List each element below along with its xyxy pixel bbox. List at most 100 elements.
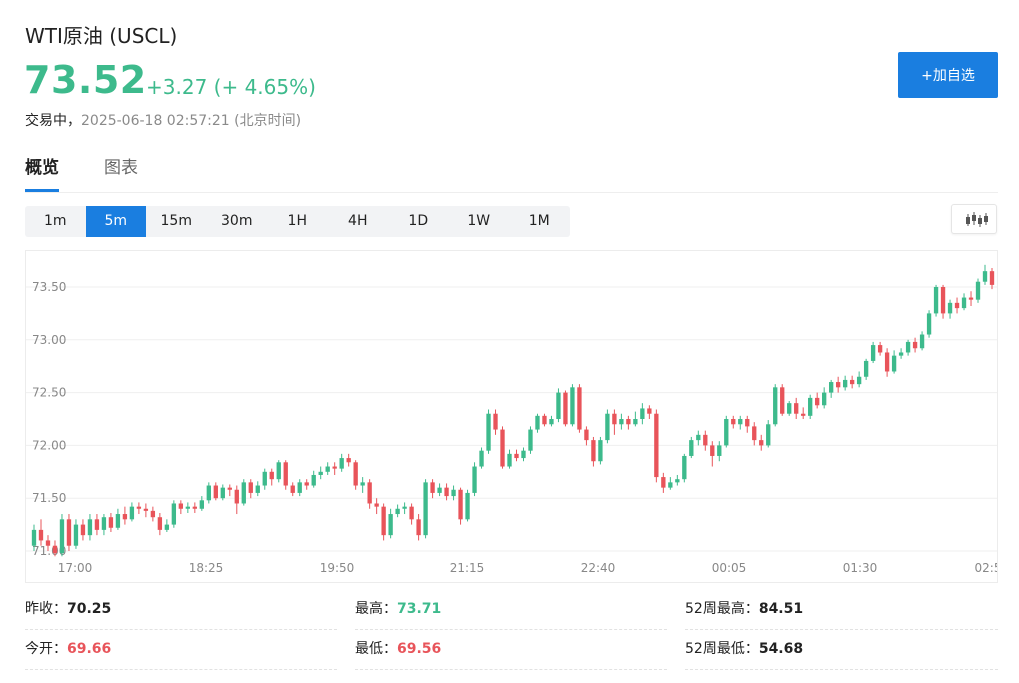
tab-chart[interactable]: 图表 [104, 158, 138, 178]
candle [402, 502, 407, 515]
stat-item: 昨收：70.25 [25, 590, 337, 630]
add-to-watchlist-button[interactable]: +加自选 [898, 52, 998, 98]
candle [898, 348, 904, 359]
candle [633, 411, 638, 427]
stat-label: 最低： [355, 641, 397, 657]
candle [283, 460, 288, 490]
interval-15m[interactable]: 15m [160, 213, 192, 229]
candle [905, 339, 911, 356]
candle [325, 462, 330, 475]
candle [122, 506, 128, 525]
candle [444, 483, 449, 501]
price-chart[interactable]: 73.50 73.00 72.50 72.00 71.50 71.00 17:00 18:25… [25, 250, 998, 583]
candle [884, 348, 890, 377]
stat-value: 54.68 [758, 641, 804, 657]
stat-label: 最高： [355, 601, 397, 617]
candle [842, 375, 848, 391]
candle [374, 498, 379, 515]
candle [52, 540, 58, 557]
candle [808, 394, 813, 419]
stat-value: 70.25 [67, 601, 112, 617]
candle [500, 426, 505, 469]
candle [171, 500, 177, 528]
y-tick-label: 71.50 [32, 491, 66, 505]
candle [339, 453, 344, 472]
candle [150, 506, 156, 522]
candle [143, 503, 149, 518]
interval-30m[interactable]: 30m [221, 213, 253, 229]
candle [416, 514, 421, 541]
interval-5m[interactable]: 5m [85, 206, 146, 237]
candle [192, 502, 197, 513]
interval-1w[interactable]: 1W [467, 213, 491, 229]
candle [269, 468, 274, 486]
candle [129, 502, 135, 522]
candle [787, 401, 792, 416]
candle [346, 453, 351, 467]
candle [724, 415, 729, 448]
candle [388, 508, 393, 539]
candle [961, 293, 967, 311]
candle [682, 453, 687, 483]
stat-label: 今开： [25, 641, 67, 657]
candle [458, 487, 463, 525]
candle [297, 479, 302, 497]
candle [591, 436, 596, 467]
candle [975, 278, 981, 303]
candle [829, 379, 834, 398]
tab-overview[interactable]: 概览 [25, 155, 59, 192]
stat-item: 最低：69.56 [355, 630, 667, 670]
candlestick-icon [966, 212, 988, 227]
candle [794, 397, 799, 419]
x-tick-label: 02:5 [975, 561, 997, 575]
interval-1m[interactable]: 1m [43, 213, 67, 229]
candle [220, 484, 225, 501]
y-tick-label: 72.50 [32, 386, 66, 400]
chart-type-button[interactable] [951, 204, 997, 234]
candle [877, 341, 883, 356]
candle [507, 449, 512, 469]
candle [430, 479, 435, 499]
price-change: +3.27 (+ 4.65%) [146, 75, 316, 99]
candle [822, 387, 827, 409]
candle [563, 390, 568, 427]
candle [213, 482, 218, 501]
interval-selector: 1m 5m 15m 30m 1H 4H 1D 1W 1M [25, 206, 570, 237]
candle [759, 434, 764, 451]
candle [255, 481, 260, 497]
stat-label: 52周最高： [685, 601, 759, 617]
candle [647, 405, 652, 419]
y-tick-label: 72.00 [32, 438, 66, 452]
candle [332, 462, 337, 475]
stat-value: 84.51 [758, 601, 804, 617]
candle [157, 512, 163, 536]
candle [752, 422, 757, 446]
candle [276, 460, 281, 483]
interval-1h[interactable]: 1H [287, 213, 307, 229]
candle [395, 504, 400, 518]
candle [437, 483, 442, 497]
y-tick-label: 73.00 [32, 333, 66, 347]
candle [856, 371, 862, 388]
candle [423, 479, 428, 539]
interval-4h[interactable]: 4H [348, 213, 368, 229]
x-tick-label: 17:00 [58, 561, 93, 575]
stat-item: 今开：69.66 [25, 630, 337, 670]
candle [891, 350, 897, 374]
candle [738, 415, 743, 430]
candle [472, 462, 477, 497]
candle [304, 479, 309, 490]
candle [940, 284, 946, 319]
stat-item: 最高：73.71 [355, 590, 667, 630]
candle [619, 413, 624, 430]
candle [87, 514, 93, 541]
interval-1m[interactable]: 1M [528, 213, 550, 229]
candle [675, 474, 680, 486]
stat-value: 69.56 [397, 641, 442, 657]
candle [542, 413, 547, 427]
interval-1d[interactable]: 1D [408, 213, 429, 229]
candle [689, 436, 694, 459]
candle [262, 468, 267, 490]
candle [185, 502, 191, 513]
trading-status: 交易中，2025-06-18 02:57:21 (北京时间) [25, 110, 301, 130]
